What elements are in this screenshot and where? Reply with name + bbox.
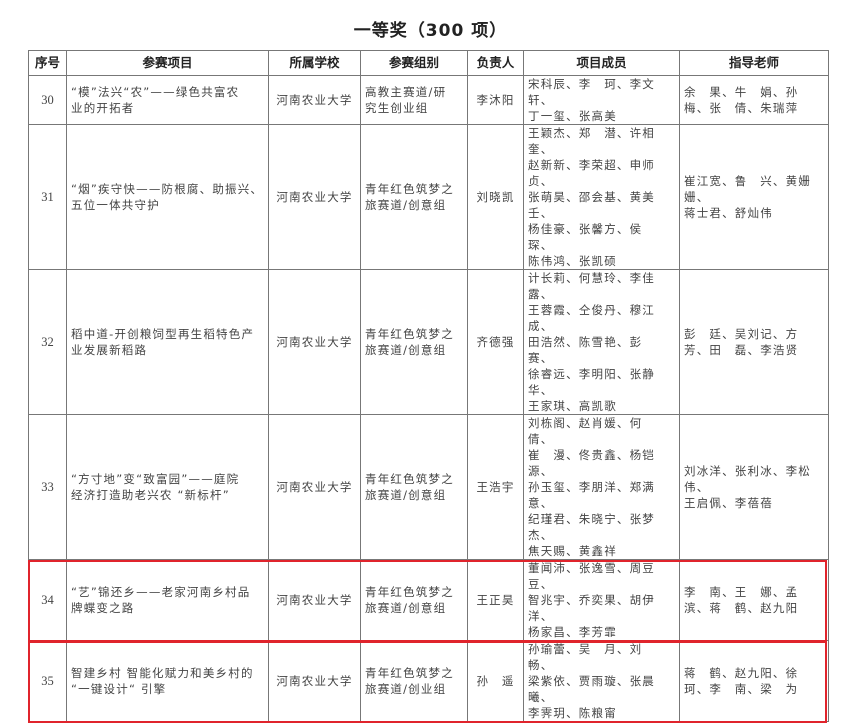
school-name-cell: 河南农业大学 <box>268 124 361 270</box>
advisors-cell: 李 南、王 娜、孟 滨、蒋 鹤、赵九阳 <box>679 559 829 641</box>
project-members-cell: 宋科辰、李 珂、李文轩、 丁一玺、张高美 <box>523 75 680 125</box>
table-row: 32 稻中道-开创粮饲型再生稻特色产 业发展新稻路 河南农业大学 青年红色筑梦之 旅赛… <box>28 269 829 415</box>
table-row: 31 “烟”疾守快——防根腐、助振兴、 五位一体共守护 河南农业大学 青年红色筑梦之 … <box>28 124 829 270</box>
table-row: 34 “艺”锦还乡——老家河南乡村品 牌蝶变之路 河南农业大学 青年红色筑梦之 旅赛道… <box>28 559 829 641</box>
project-name-cell: “方寸地”变“致富园”——庭院 经济打造助老兴农 “新标杆” <box>66 414 269 560</box>
project-members-cell: 计长莉、何慧玲、李佳露、 王蓉霞、仝俊丹、穆江成、 田浩然、陈雪艳、彭 赛、 徐… <box>523 269 680 415</box>
project-leader-cell: 王正昊 <box>467 559 524 641</box>
table-header-row: 序号 参赛项目 所属学校 参赛组别 负责人 项目成员 指导老师 <box>28 50 829 76</box>
table-row: 35 智建乡村 智能化赋力和美乡村的 “一键设计“ 引擎 河南农业大学 青年红色筑梦之… <box>28 640 829 722</box>
header-advisors: 指导老师 <box>679 50 829 76</box>
project-leader-cell: 孙 遥 <box>467 640 524 722</box>
project-members-cell: 刘栋阁、赵肖媛、何 倩、 崔 漫、佟贵鑫、杨铠源、 孙玉玺、李朋洋、郑满意、 纪… <box>523 414 680 560</box>
school-name-cell: 河南农业大学 <box>268 559 361 641</box>
school-name-cell: 河南农业大学 <box>268 75 361 125</box>
competition-group-cell: 青年红色筑梦之 旅赛道/创意组 <box>360 124 468 270</box>
row-number-cell: 30 <box>28 75 67 125</box>
table-row: 33 “方寸地”变“致富园”——庭院 经济打造助老兴农 “新标杆” 河南农业大学 青年… <box>28 414 829 560</box>
header-group: 参赛组别 <box>360 50 468 76</box>
row-number-cell: 33 <box>28 414 67 560</box>
row-number-cell: 34 <box>28 559 67 641</box>
project-members-cell: 董闻沛、张逸雪、周豆豆、 智兆宇、乔奕果、胡伊洋、 杨家昌、李芳霏 <box>523 559 680 641</box>
advisors-cell: 刘冰洋、张利冰、李松伟、 王启佩、李蓓蓓 <box>679 414 829 560</box>
advisors-cell: 蒋 鹤、赵九阳、徐 珂、李 南、梁 为 <box>679 640 829 722</box>
header-members: 项目成员 <box>523 50 680 76</box>
header-project: 参赛项目 <box>66 50 269 76</box>
competition-group-cell: 高教主赛道/研 究生创业组 <box>360 75 468 125</box>
project-name-cell: “烟”疾守快——防根腐、助振兴、 五位一体共守护 <box>66 124 269 270</box>
header-no: 序号 <box>28 50 67 76</box>
competition-group-cell: 青年红色筑梦之 旅赛道/创意组 <box>360 414 468 560</box>
project-name-cell: “模”法兴“农”——绿色共富农 业的开拓者 <box>66 75 269 125</box>
advisors-cell: 彭 廷、吴刘记、方 芳、田 磊、李浩贤 <box>679 269 829 415</box>
project-members-cell: 王颖杰、郑 潜、许相奎、 赵新新、李荣超、申师贞、 张萌昊、邵会基、黄美壬、 杨… <box>523 124 680 270</box>
project-name-cell: 智建乡村 智能化赋力和美乡村的 “一键设计“ 引擎 <box>66 640 269 722</box>
competition-group-cell: 青年红色筑梦之 旅赛道/创意组 <box>360 269 468 415</box>
project-members-cell: 孙瑜蕾、吴 月、刘 畅、 梁紫依、贾雨璇、张晨曦、 李霁玥、陈粮甯 <box>523 640 680 722</box>
competition-group-cell: 青年红色筑梦之 旅赛道/创意组 <box>360 559 468 641</box>
row-number-cell: 31 <box>28 124 67 270</box>
header-leader: 负责人 <box>467 50 524 76</box>
project-leader-cell: 李沐阳 <box>467 75 524 125</box>
row-number-cell: 32 <box>28 269 67 415</box>
advisors-cell: 余 果、牛 娟、孙 梅、张 倩、朱瑞萍 <box>679 75 829 125</box>
page-title: 一等奖（300 项） <box>353 21 508 41</box>
project-name-cell: 稻中道-开创粮饲型再生稻特色产 业发展新稻路 <box>66 269 269 415</box>
table-row: 30 “模”法兴“农”——绿色共富农 业的开拓者 河南农业大学 高教主赛道/研 究生创… <box>28 75 829 125</box>
project-leader-cell: 齐德强 <box>467 269 524 415</box>
school-name-cell: 河南农业大学 <box>268 414 361 560</box>
project-leader-cell: 刘晓凯 <box>467 124 524 270</box>
row-number-cell: 35 <box>28 640 67 722</box>
competition-group-cell: 青年红色筑梦之 旅赛道/创业组 <box>360 640 468 722</box>
advisors-cell: 崔江宽、鲁 兴、黄姗姗、 蒋士君、舒灿伟 <box>679 124 829 270</box>
header-school: 所属学校 <box>268 50 361 76</box>
school-name-cell: 河南农业大学 <box>268 640 361 722</box>
school-name-cell: 河南农业大学 <box>268 269 361 415</box>
project-name-cell: “艺”锦还乡——老家河南乡村品 牌蝶变之路 <box>66 559 269 641</box>
project-leader-cell: 王浩宇 <box>467 414 524 560</box>
award-table: 序号 参赛项目 所属学校 参赛组别 负责人 项目成员 指导老师 30 “模”法兴“… <box>28 50 829 722</box>
